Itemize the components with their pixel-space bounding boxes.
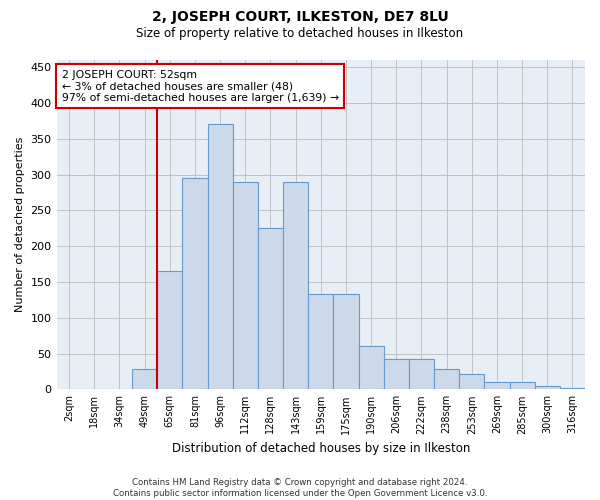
Bar [409,358,434,390]
Bar [359,346,383,390]
Bar [208,124,233,390]
Bar [258,228,283,390]
Bar [157,271,182,390]
Bar [459,374,484,390]
Bar [434,370,459,390]
Bar [308,294,334,390]
X-axis label: Distribution of detached houses by size in Ilkeston: Distribution of detached houses by size … [172,442,470,455]
Bar [233,182,258,390]
Bar [132,370,157,390]
Bar [383,358,409,390]
Bar [182,178,208,390]
Text: 2 JOSEPH COURT: 52sqm
← 3% of detached houses are smaller (48)
97% of semi-detac: 2 JOSEPH COURT: 52sqm ← 3% of detached h… [62,70,339,103]
Text: Size of property relative to detached houses in Ilkeston: Size of property relative to detached ho… [136,28,464,40]
Bar [484,382,509,390]
Bar [560,388,585,390]
Text: Contains HM Land Registry data © Crown copyright and database right 2024.
Contai: Contains HM Land Registry data © Crown c… [113,478,487,498]
Text: 2, JOSEPH COURT, ILKESTON, DE7 8LU: 2, JOSEPH COURT, ILKESTON, DE7 8LU [152,10,448,24]
Bar [334,294,359,390]
Bar [509,382,535,390]
Bar [535,386,560,390]
Bar [283,182,308,390]
Y-axis label: Number of detached properties: Number of detached properties [15,137,25,312]
